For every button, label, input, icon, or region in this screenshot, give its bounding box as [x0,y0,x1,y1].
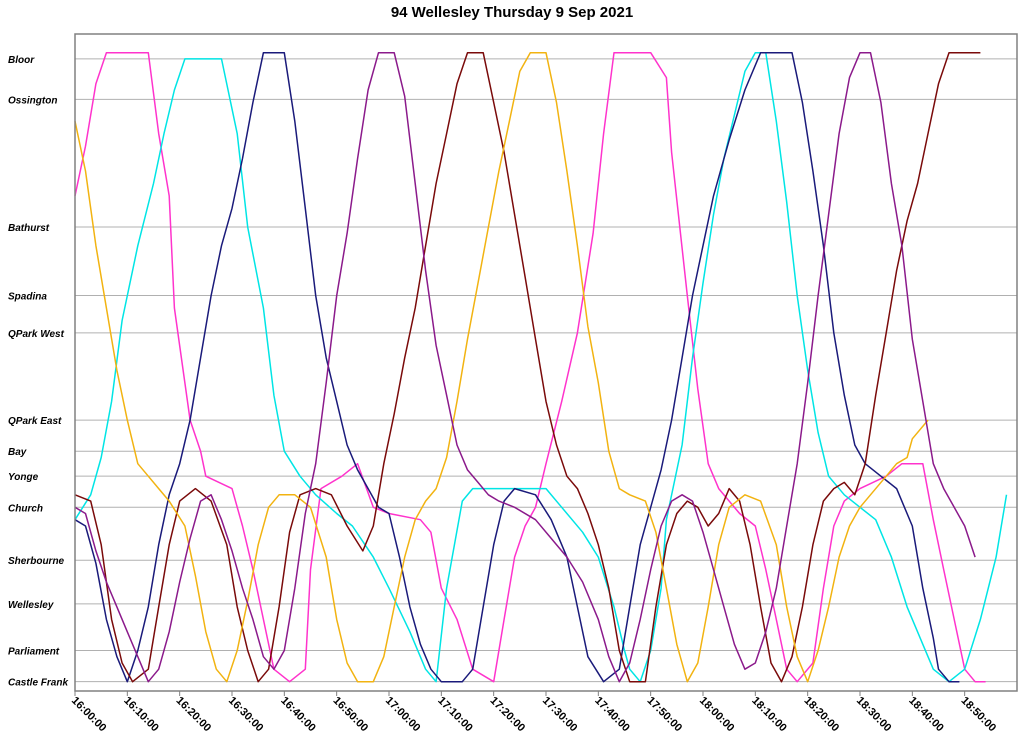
stop-labels: Bloor Ossington Bathurst Spadina QPark West Q… [8,55,68,689]
x-tick-label: 16:10:00 [121,695,161,735]
stop-label-spadina: Spadina [8,292,47,303]
stop-gridlines [75,58,1017,683]
x-tick-label: 17:30:00 [540,695,580,735]
stop-label-qpark-west: QPark West [8,329,65,340]
x-tick-label: 17:40:00 [592,695,632,735]
stop-label-castle-frank: Castle Frank [8,678,68,689]
stop-label-bloor: Bloor [8,55,35,66]
x-tick-label: 18:40:00 [906,695,946,735]
stop-label-sherbourne: Sherbourne [8,556,65,567]
series-line-3 [74,51,960,683]
x-tick-label: 18:50:00 [959,695,999,735]
series-line-6 [74,51,976,683]
x-tick-label: 16:50:00 [331,695,371,735]
x-tick-label: 18:20:00 [802,695,842,735]
series-line-2 [74,51,1008,683]
x-tick-label: 17:50:00 [645,695,685,735]
x-tick-label: 16:30:00 [226,695,266,735]
series-line-4 [74,51,981,683]
stop-label-bay: Bay [8,447,27,458]
x-tick-label: 16:20:00 [174,695,214,735]
stop-label-wellesley: Wellesley [8,600,54,611]
x-tick-label: 16:00:00 [69,695,109,735]
stop-label-qpark-east: QPark East [8,416,62,427]
stop-label-church: Church [8,503,43,514]
series-line-5 [74,51,929,683]
chart-title: 94 Wellesley Thursday 9 Sep 2021 [390,4,634,21]
x-axis-ticks: 16:00:00 16:10:00 16:20:00 16:30:00 16:40:00… [69,691,998,734]
stop-label-ossington: Ossington [8,95,57,106]
series-lines [74,51,1008,683]
x-tick-label: 17:10:00 [435,695,475,735]
stop-label-bathurst: Bathurst [8,223,50,234]
series-line-1 [74,51,986,683]
x-tick-label: 17:00:00 [383,695,423,735]
x-tick-label: 18:00:00 [697,695,737,735]
x-tick-label: 18:10:00 [749,695,789,735]
stop-label-yonge: Yonge [8,472,39,483]
stop-label-parliament: Parliament [8,647,60,658]
x-tick-label: 18:30:00 [854,695,894,735]
x-tick-label: 17:20:00 [488,695,528,735]
x-tick-label: 16:40:00 [278,695,318,735]
plot-frame [74,33,1018,692]
